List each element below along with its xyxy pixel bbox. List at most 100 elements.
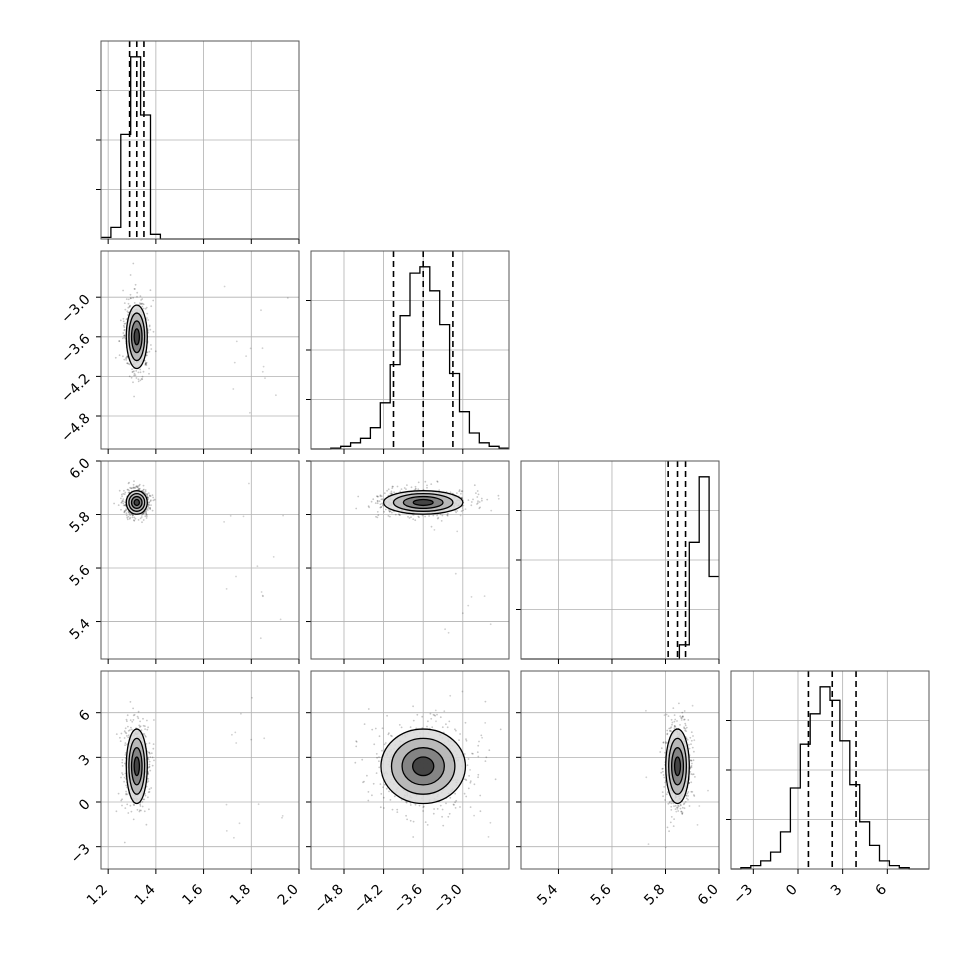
sample-point [121, 499, 124, 502]
sample-point [115, 810, 118, 813]
sample-point [473, 814, 475, 817]
sample-point [142, 724, 145, 727]
sample-point [144, 361, 147, 364]
sample-point [461, 612, 464, 615]
sample-point [146, 492, 148, 495]
sample-point [141, 512, 144, 515]
sample-point [145, 823, 148, 826]
sample-point [441, 808, 444, 811]
sample-point [445, 723, 447, 726]
x-tick-label: 6 [873, 881, 891, 899]
sample-point [147, 758, 150, 761]
sample-point [149, 769, 152, 772]
sample-point [478, 740, 480, 743]
sample-point [690, 781, 693, 784]
sample-point [687, 798, 689, 801]
sample-point [141, 514, 143, 516]
sample-point [144, 364, 147, 366]
sample-point [477, 493, 480, 496]
sample-point [145, 510, 148, 513]
sample-point [235, 340, 238, 343]
sample-point [141, 378, 144, 381]
sample-point [691, 762, 693, 765]
sample-point [391, 735, 393, 738]
sample-point [460, 492, 462, 495]
sample-point [146, 351, 149, 354]
sample-point [233, 836, 235, 839]
sample-point [129, 719, 132, 721]
sample-point [145, 354, 148, 357]
sample-point [135, 485, 138, 488]
sample-point [681, 811, 684, 814]
sample-point [126, 310, 129, 313]
sample-point [693, 794, 695, 796]
sample-point [151, 509, 154, 512]
sample-point [479, 810, 482, 813]
contour-line [125, 728, 148, 805]
sample-point [670, 726, 673, 729]
sample-point [139, 379, 142, 382]
sample-point [426, 725, 428, 728]
density-fill [134, 499, 140, 506]
sample-point [122, 500, 125, 503]
sample-point [379, 494, 382, 497]
panel-frame [100, 460, 300, 660]
sample-point [693, 750, 695, 753]
sample-point [390, 492, 393, 495]
sample-point [129, 804, 132, 807]
sample-point [478, 501, 481, 503]
sample-point [121, 798, 123, 801]
sample-point [261, 370, 264, 373]
sample-point [686, 792, 689, 795]
sample-point [146, 728, 149, 731]
sample-point [689, 771, 692, 773]
sample-point [123, 737, 126, 739]
sample-point [138, 726, 141, 728]
sample-point [154, 350, 157, 353]
sample-point [119, 736, 121, 739]
sample-point [678, 805, 680, 807]
sample-point [123, 489, 125, 492]
sample-point [376, 499, 379, 502]
sample-point [145, 512, 147, 515]
sample-point [683, 727, 686, 730]
sample-point [223, 285, 226, 288]
sample-point [379, 503, 382, 506]
sample-point [463, 753, 466, 755]
sample-point [412, 820, 415, 823]
sample-point [125, 790, 127, 793]
sample-point [476, 751, 479, 754]
sample-point [465, 779, 468, 782]
y-tick-label: 5.4 [67, 616, 94, 643]
sample-point [673, 714, 676, 716]
sample-point [133, 374, 136, 377]
sample-point [418, 516, 420, 519]
sample-point [120, 497, 122, 500]
sample-point [448, 720, 451, 723]
sample-point [122, 355, 124, 358]
sample-point [127, 812, 130, 814]
sample-point [459, 806, 461, 808]
sample-point [685, 730, 688, 732]
contour-line [133, 498, 141, 507]
sample-point [391, 485, 394, 488]
sample-point [260, 309, 262, 312]
sample-point [251, 696, 253, 699]
histogram-panel-3 [726, 670, 930, 870]
sample-point [393, 795, 396, 798]
sample-point [147, 505, 150, 508]
sample-point [412, 705, 414, 708]
sample-point [372, 498, 375, 501]
sample-point [664, 781, 667, 784]
sample-point [463, 792, 466, 795]
sample-point [472, 752, 474, 755]
sample-point [692, 735, 694, 737]
sample-point [127, 482, 130, 485]
sample-point [372, 782, 375, 785]
sample-point [145, 306, 148, 309]
sample-point [134, 486, 137, 489]
sample-point [132, 487, 134, 490]
sample-point [684, 727, 687, 730]
sample-point [679, 724, 681, 726]
sample-point [250, 738, 253, 741]
